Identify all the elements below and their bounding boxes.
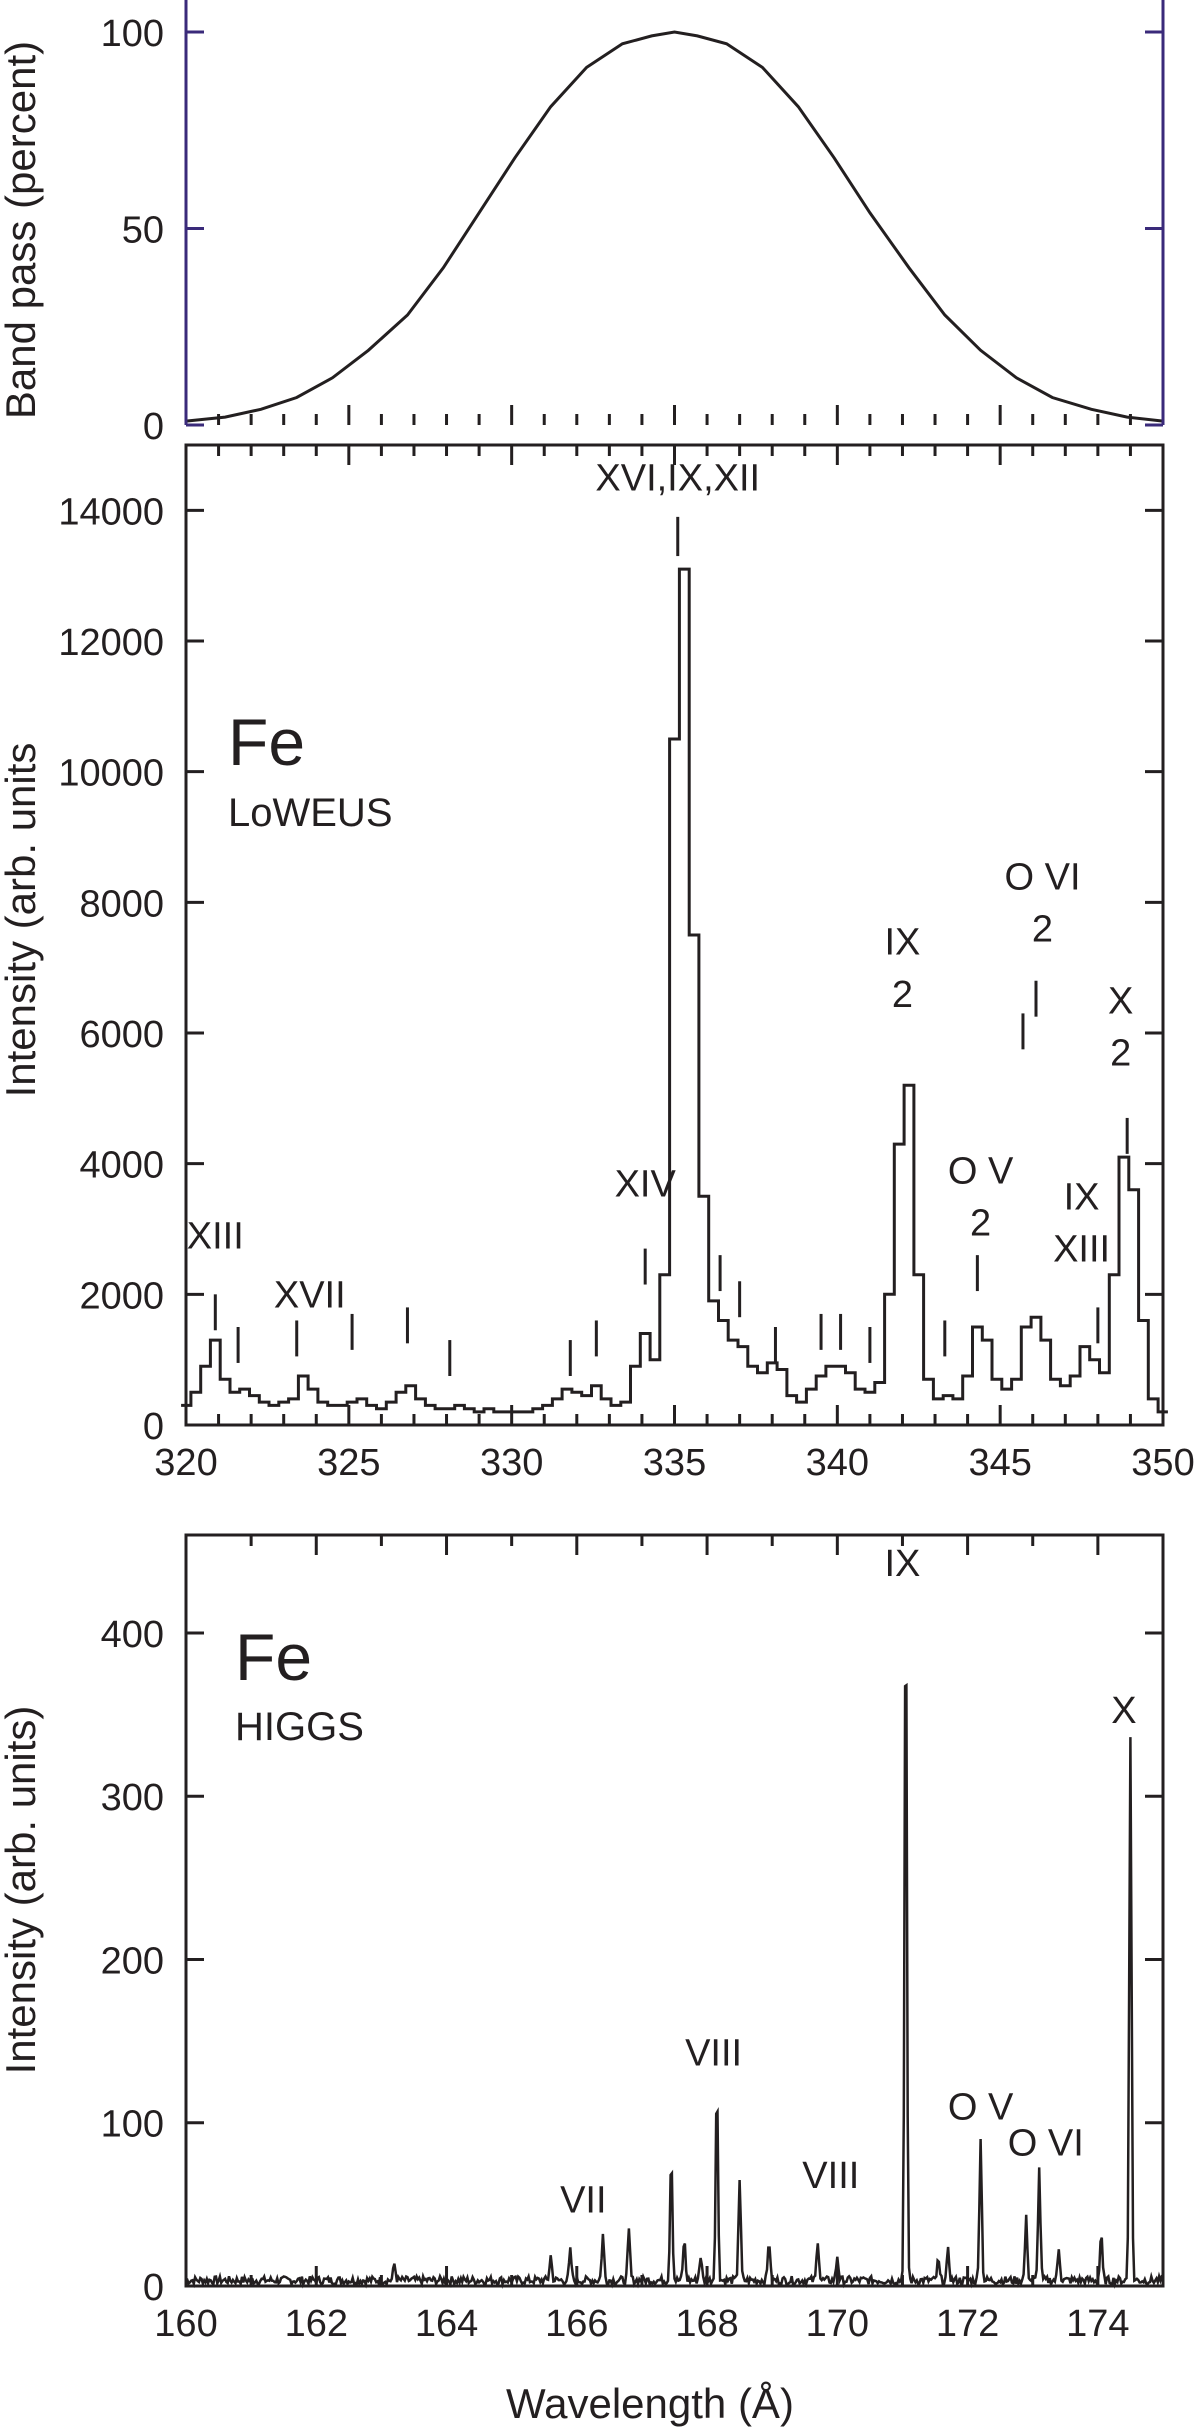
loweus-y-tick-label: 4000 <box>79 1145 164 1187</box>
loweus-annotation: IX <box>1064 1176 1100 1218</box>
bandpass-y-tick-label: 50 <box>122 210 164 252</box>
higgs-y-tick-label: 400 <box>101 1614 164 1656</box>
loweus-x-tick-label: 345 <box>968 1442 1031 1484</box>
higgs-annotation: IX <box>885 1543 921 1585</box>
bandpass-y-tick-label: 0 <box>143 406 164 448</box>
higgs-x-tick-label: 160 <box>154 2303 217 2345</box>
loweus-annotation: X <box>1108 980 1133 1022</box>
higgs-y-tick-label: 200 <box>101 1940 164 1982</box>
loweus-x-tick-label: 350 <box>1131 1442 1194 1484</box>
loweus-y-tick-label: 12000 <box>58 622 164 664</box>
bandpass-y-tick-label: 100 <box>101 13 164 55</box>
higgs-x-tick-label: 172 <box>936 2303 999 2345</box>
loweus-annotation: XVII <box>274 1274 346 1316</box>
loweus-ylabel: Intensity (arb. units <box>0 743 44 1098</box>
higgs-annotation: X <box>1111 1690 1136 1732</box>
higgs-x-tick-label: 164 <box>415 2303 478 2345</box>
bandpass-panel: Band pass (percent) 0 50 100 <box>0 13 1164 448</box>
loweus-element-title: Fe <box>228 705 305 779</box>
higgs-panel: Intensity (arb. units) Fe HIGGS 0 100 200 3… <box>0 1533 1165 2427</box>
higgs-annotation: VII <box>560 2180 606 2222</box>
loweus-annotation: O VI <box>1004 856 1080 898</box>
loweus-panel: Intensity (arb. units Fe LoWEUS 0 2000 400… <box>0 405 1195 1484</box>
loweus-axes: 0 2000 4000 6000 8000 10000 12000 14000 320 325 33… <box>58 405 1195 1484</box>
higgs-instrument-label: HIGGS <box>235 1705 364 1749</box>
higgs-y-tick-label: 300 <box>101 1777 164 1819</box>
higgs-x-tick-label: 162 <box>285 2303 348 2345</box>
higgs-annotations: IX X VIII VII VIII O VO VI <box>560 1543 1137 2222</box>
loweus-annotation: 2 <box>892 974 913 1016</box>
loweus-annotation: O V <box>948 1150 1014 1192</box>
higgs-xlabel: Wavelength (Å) <box>506 2380 794 2427</box>
higgs-spectrum <box>185 1682 1164 2289</box>
loweus-y-tick-label: 14000 <box>58 491 164 533</box>
higgs-y-tick-label: 100 <box>101 2104 164 2146</box>
loweus-x-tick-label: 325 <box>317 1442 380 1484</box>
loweus-x-tick-label: 335 <box>643 1442 706 1484</box>
higgs-x-tick-label: 170 <box>806 2303 869 2345</box>
higgs-x-tick-label: 166 <box>545 2303 608 2345</box>
higgs-y-tick-label: 0 <box>143 2267 164 2309</box>
loweus-annotation: 2 <box>1110 1033 1131 1075</box>
loweus-spectrum <box>181 567 1168 1414</box>
higgs-annotation: VIII <box>802 2155 859 2197</box>
loweus-annotations: XVI,IX,XII XIII XVII XIV IX 2 O V 2 O VI 2 IX XIII X… <box>187 458 1133 1376</box>
higgs-element-title: Fe <box>235 1620 312 1694</box>
loweus-annotation: XIII <box>1053 1229 1110 1271</box>
loweus-x-tick-label: 340 <box>806 1442 869 1484</box>
loweus-annotation: 2 <box>1032 909 1053 951</box>
higgs-annotation: VIII <box>685 2033 742 2075</box>
loweus-annotation: 2 <box>970 1203 991 1245</box>
higgs-x-tick-label: 168 <box>675 2303 738 2345</box>
loweus-y-tick-label: 8000 <box>79 883 164 925</box>
higgs-ylabel: Intensity (arb. units) <box>0 1706 44 2075</box>
loweus-x-tick-label: 330 <box>480 1442 543 1484</box>
bandpass-curve <box>185 30 1164 423</box>
bandpass-y-ticks: 0 50 100 <box>101 13 1163 448</box>
higgs-annotation: O V <box>948 2086 1014 2128</box>
loweus-y-tick-label: 0 <box>143 1406 164 1448</box>
loweus-x-tick-label: 320 <box>154 1442 217 1484</box>
loweus-annotation: XVI,IX,XII <box>595 458 760 500</box>
bandpass-ylabel: Band pass (percent) <box>0 41 44 419</box>
loweus-annotation: XIV <box>615 1163 677 1205</box>
loweus-y-tick-label: 6000 <box>79 1014 164 1056</box>
loweus-y-tick-label: 2000 <box>79 1275 164 1317</box>
higgs-annotation: O VI <box>1008 2122 1084 2164</box>
higgs-x-tick-label: 174 <box>1066 2303 1129 2345</box>
higgs-frame <box>184 1533 1165 2288</box>
higgs-axes: 0 100 200 300 400 160 162 164 166 168 170 172 174 <box>101 1533 1165 2345</box>
loweus-instrument-label: LoWEUS <box>228 791 393 835</box>
loweus-annotation: XIII <box>187 1216 244 1258</box>
loweus-y-tick-label: 10000 <box>58 753 164 795</box>
loweus-annotation: IX <box>885 922 921 964</box>
